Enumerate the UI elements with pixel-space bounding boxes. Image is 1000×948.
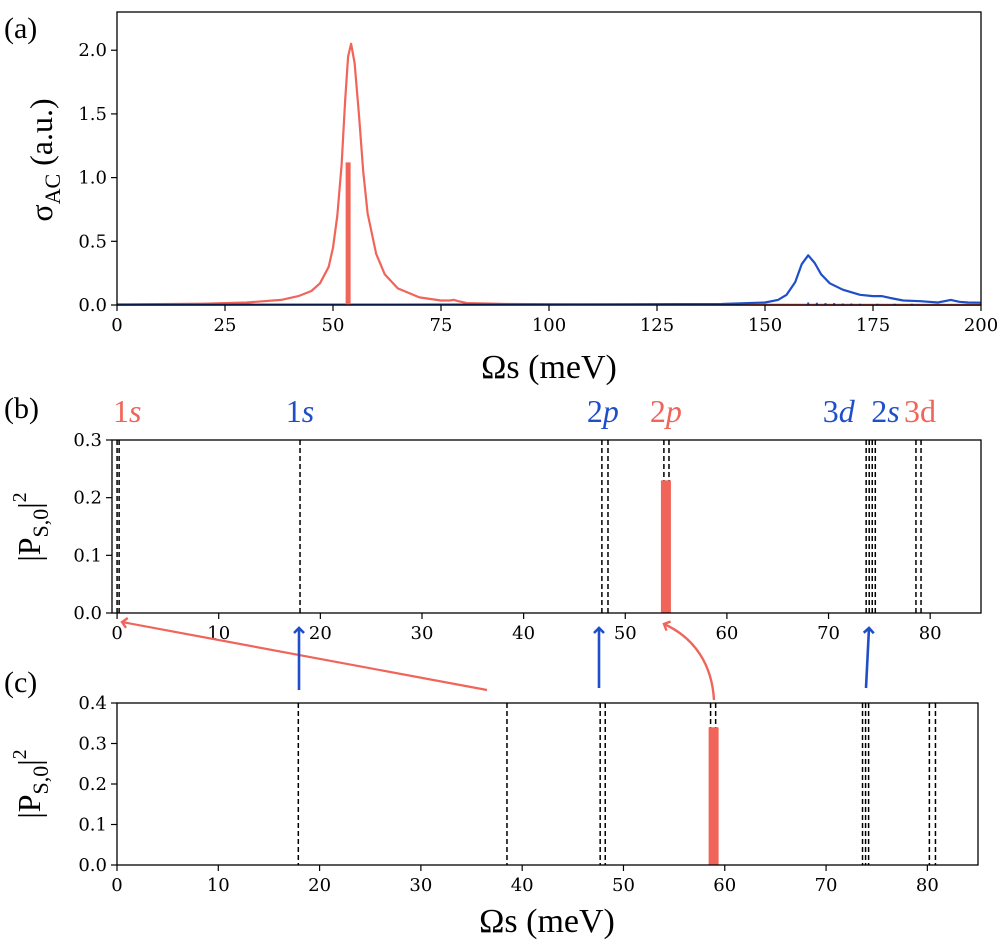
y-tick-label: 1.5 [78, 104, 107, 125]
state-label: 1s [113, 393, 141, 429]
panel-c-x-axis: 0 10 20 30 40 50 60 70 80 [111, 865, 939, 896]
x-tick-label: 25 [214, 315, 237, 336]
panel-b: (b) 1s 1s 2p 2p 3d 2s 3d 0 10 20 30 40 50 60 70 80 0.0… [4, 392, 982, 644]
panel-b-frame [111, 439, 982, 614]
probability-bar [660, 480, 671, 613]
red-spectrum-line [116, 42, 981, 306]
y-tick-label: 2.0 [78, 40, 107, 61]
y-tick-label: 0.5 [78, 231, 107, 252]
x-tick-label: 40 [511, 875, 534, 896]
x-tick-label: 70 [815, 875, 838, 896]
panel-a-x-axis: 0 25 50 75 100 125 150 175 200 [111, 305, 998, 336]
panel-a-label: (a) [4, 12, 37, 45]
y-tick-label: 0.2 [73, 488, 102, 509]
panel-c: (c) 0 10 20 30 40 50 60 70 80 0.0 0.1 0.2 0.3 0.4 Ωs… [4, 666, 979, 940]
panel-a-series [116, 42, 982, 306]
panel-a-x-axis-label: Ωs (meV) [481, 349, 617, 386]
state-label: 2p [587, 393, 619, 429]
panel-c-level-lines [297, 703, 937, 865]
x-tick-label: 125 [640, 315, 674, 336]
panel-c-bars [708, 727, 719, 865]
panel-b-y-axis: 0.0 0.1 0.2 0.3 [73, 430, 112, 624]
x-tick-label: 30 [409, 875, 432, 896]
blue-spectrum-line [116, 254, 982, 306]
state-label: 3d [823, 393, 856, 429]
x-tick-label: 0 [111, 875, 122, 896]
x-tick-label: 60 [715, 623, 738, 644]
panel-b-y-axis-label: |PS,0|2 [9, 492, 53, 561]
panel-a-y-axis: 0.0 0.5 1.0 1.5 2.0 [78, 40, 117, 316]
panel-a-frame [116, 11, 982, 306]
panel-a-y-axis-label: σAC (a.u.) [23, 98, 65, 221]
state-label: 1s [286, 393, 314, 429]
y-tick-label: 0.1 [73, 545, 102, 566]
x-tick-label: 50 [612, 875, 635, 896]
state-label: 2p [650, 393, 682, 429]
arrow-red-to-2p [662, 620, 716, 701]
y-tick-label: 1.0 [78, 168, 107, 189]
y-tick-label: 0.4 [78, 693, 107, 714]
x-tick-label: 175 [856, 315, 890, 336]
panel-b-state-labels: 1s 1s 2p 2p 3d 2s 3d [113, 393, 936, 429]
x-tick-label: 150 [748, 315, 782, 336]
y-tick-label: 0.0 [78, 295, 107, 316]
x-tick-label: 50 [614, 623, 637, 644]
x-tick-label: 80 [919, 623, 942, 644]
panel-c-frame [116, 702, 979, 866]
panel-c-x-axis-label: Ωs (meV) [479, 903, 615, 940]
panel-c-y-axis-label: |PS,0|2 [9, 749, 53, 818]
probability-bar [708, 727, 719, 865]
x-tick-label: 60 [713, 875, 736, 896]
panel-c-y-axis: 0.0 0.1 0.2 0.3 0.4 [78, 693, 117, 876]
x-tick-label: 50 [322, 315, 345, 336]
x-tick-label: 70 [817, 623, 840, 644]
panel-b-x-axis: 0 10 20 30 40 50 60 70 80 [111, 613, 942, 644]
panel-b-bars [660, 480, 671, 613]
y-tick-label: 0.0 [73, 603, 102, 624]
x-tick-label: 20 [309, 623, 332, 644]
state-label: 2s [871, 393, 899, 429]
y-tick-label: 0.3 [73, 430, 102, 451]
y-tick-label: 0.2 [78, 774, 107, 795]
x-tick-label: 100 [532, 315, 566, 336]
x-tick-label: 40 [512, 623, 535, 644]
y-tick-label: 0.0 [78, 855, 107, 876]
arrow-red-to-1s [120, 617, 488, 692]
panel-a-sticks [345, 162, 913, 305]
panel-c-label: (c) [4, 666, 37, 699]
x-tick-label: 75 [430, 315, 453, 336]
state-label: 3d [904, 393, 936, 429]
x-tick-label: 200 [964, 315, 998, 336]
x-tick-label: 10 [207, 875, 230, 896]
x-tick-label: 0 [111, 623, 122, 644]
x-tick-label: 0 [111, 315, 122, 336]
panel-b-label: (b) [4, 392, 39, 425]
panel-a: (a) 0 25 50 75 100 125 150 175 200 0.0 0.5 1.0 1.5 2… [4, 11, 998, 386]
arrow-blue-to-3d [862, 626, 875, 689]
x-tick-label: 20 [308, 875, 331, 896]
y-tick-label: 0.3 [78, 734, 107, 755]
x-tick-label: 80 [916, 875, 939, 896]
panel-b-level-lines [116, 440, 922, 613]
transition-arrows [120, 617, 875, 701]
y-tick-label: 0.1 [78, 815, 107, 836]
x-tick-label: 30 [411, 623, 434, 644]
